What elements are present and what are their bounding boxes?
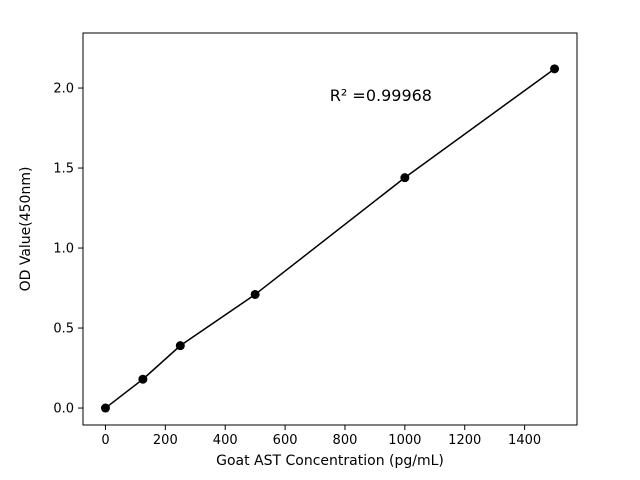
y-tick-label: 0.5	[53, 322, 74, 337]
data-point	[100, 403, 110, 413]
x-tick-label: 1400	[508, 433, 541, 448]
y-tick-label: 2.0	[53, 82, 74, 97]
x-tick-label: 200	[153, 433, 178, 448]
data-point	[250, 289, 260, 299]
data-point	[138, 374, 148, 384]
x-tick-label: 800	[333, 433, 358, 448]
y-tick-label: 1.5	[53, 162, 74, 177]
data-point	[400, 173, 410, 183]
r-squared-annotation: R² =0.99968	[330, 86, 432, 105]
data-point	[550, 64, 560, 74]
axis-ticks: 0 200 400 600 800 1000 1200 1400 0.0 0.5 1.0 1.5 2.0	[53, 82, 541, 448]
y-axis-label: OD Value(450nm)	[18, 167, 34, 292]
y-tick-label: 1.0	[53, 242, 74, 257]
x-tick-label: 400	[213, 433, 238, 448]
y-tick-label: 0.0	[53, 402, 74, 417]
x-tick-label: 1000	[388, 433, 421, 448]
x-axis-label: Goat AST Concentration (pg/mL)	[216, 453, 444, 469]
x-tick-label: 1200	[448, 433, 481, 448]
x-tick-label: 600	[273, 433, 298, 448]
data-series	[100, 64, 560, 413]
fit-line	[104, 68, 555, 409]
data-point	[175, 341, 185, 351]
x-tick-label: 0	[101, 433, 109, 448]
plot-area-border	[82, 32, 578, 426]
